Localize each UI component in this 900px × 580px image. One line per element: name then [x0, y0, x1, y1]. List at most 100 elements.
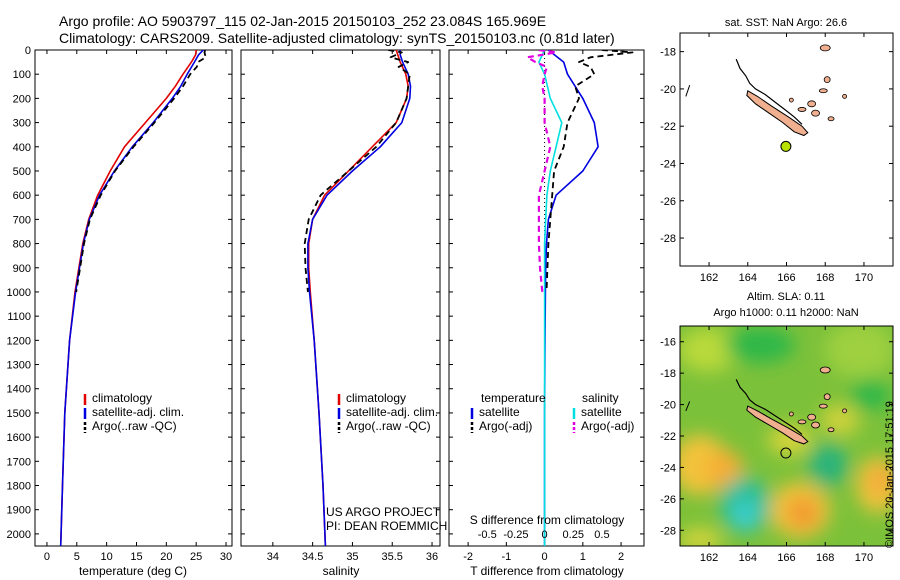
difference-series-lines — [526, 50, 634, 546]
land-new-caledonia — [746, 90, 809, 137]
series-line-climatology — [307, 50, 410, 546]
land-island — [818, 403, 828, 409]
legend-title-temperature: temperature — [481, 391, 546, 405]
x-tick-label: 30 — [220, 551, 232, 563]
depth-tick-label: 800 — [13, 239, 31, 251]
reef-outline — [735, 58, 803, 125]
map-lon-label: 166 — [777, 272, 795, 284]
salinity-panel: 34 34.5 35 35.5 36 salinity climatologysatel… — [240, 49, 447, 578]
map-lat-label: -20 — [660, 400, 676, 412]
land-island — [807, 100, 817, 108]
legend-label: satellite — [479, 405, 520, 419]
map-lat-label: -24 — [660, 462, 676, 474]
land-island — [827, 116, 835, 122]
salinity-x-ticks: 34 34.5 35 35.5 36 — [267, 50, 438, 563]
depth-tick-label: 1000 — [7, 287, 31, 299]
figure-title-line1: Argo profile: AO 5903797_115 02-Jan-2015… — [59, 13, 546, 29]
x-tick-label: 35.5 — [382, 551, 403, 563]
depth-tick-label: 0 — [25, 45, 31, 57]
sla-map-title-line2: Argo h1000: 0.11 h2000: NaN — [713, 307, 858, 319]
map-lat-label: -22 — [660, 431, 676, 443]
x-tick-label: 0 — [542, 551, 548, 563]
x-tick-label: -1 — [501, 551, 511, 563]
map-lat-label: -16 — [660, 337, 676, 349]
sla-map-title-line1: Altim. SLA: 0.11 — [747, 291, 825, 303]
project-credit: US ARGO PROJECT — [326, 505, 441, 519]
s-tick-label: 0.25 — [563, 529, 584, 541]
x-tick-label: 1 — [580, 551, 586, 563]
series-line-argo — [545, 50, 634, 293]
map-lat-label: -26 — [660, 196, 676, 208]
salinity-plot-frame — [240, 49, 441, 547]
x-tick-label: 0 — [44, 551, 50, 563]
x-tick-label: 36 — [426, 551, 438, 563]
s-difference-axis-label: S difference from climatology — [470, 513, 625, 527]
land-island — [842, 93, 847, 99]
legend-label: Argo(..raw -QC) — [92, 419, 177, 433]
difference-panel: -2 -1 0 1 2 T difference from climatology S … — [448, 49, 645, 578]
map-lat-label: -18 — [660, 368, 676, 380]
x-tick-label: 5 — [74, 551, 80, 563]
series-line-argo — [75, 50, 207, 293]
salinity-x-axis-label: salinity — [323, 564, 360, 578]
depth-tick-label: 200 — [13, 93, 31, 105]
difference-x-ticks: -2 -1 0 1 2 — [463, 50, 624, 563]
salinity-y-ticks — [241, 49, 440, 535]
depth-tick-label: 1200 — [7, 335, 31, 347]
depth-tick-label: 1500 — [7, 408, 31, 420]
map-lon-label: 170 — [855, 272, 873, 284]
legend-label: Argo(-adj) — [581, 419, 634, 433]
legend-label: Argo(-adj) — [479, 419, 532, 433]
x-tick-label: 10 — [101, 551, 113, 563]
depth-tick-label: 100 — [13, 69, 31, 81]
depth-tick-label: 700 — [13, 214, 31, 226]
pi-credit: PI: DEAN ROEMMICH — [326, 519, 447, 533]
map-lon-label: 162 — [700, 272, 718, 284]
depth-tick-label: 1100 — [7, 311, 31, 323]
legend-label: satellite-adj. clim. — [92, 405, 184, 419]
temperature-series-lines — [59, 50, 207, 546]
x-tick-label: 15 — [130, 551, 142, 563]
x-tick-label: 25 — [190, 551, 202, 563]
imos-timestamp: ©IMOS 20-Jan-2015 17:51:19 — [884, 401, 896, 548]
x-tick-label: 35 — [346, 551, 358, 563]
reef-outline — [735, 379, 803, 435]
depth-tick-label: 1800 — [7, 481, 31, 493]
land-island — [819, 44, 831, 52]
land-island — [797, 107, 807, 112]
land-island — [819, 366, 831, 374]
s-tick-label: -0.5 — [478, 529, 497, 541]
x-tick-label: 34.5 — [302, 551, 323, 563]
difference-legend: temperature salinitysatelliteArgo(-adj)sa… — [470, 391, 634, 433]
map-lon-label: 168 — [816, 272, 834, 284]
s-tick-label: 0.5 — [594, 529, 609, 541]
map-lat-label: -20 — [660, 84, 676, 96]
depth-tick-label: 400 — [13, 142, 31, 154]
s-tick-label: -0.25 — [503, 529, 528, 541]
sst-map-title: sat. SST: NaN Argo: 26.6 — [725, 17, 847, 29]
depth-tick-label: 1900 — [7, 505, 31, 517]
map-lon-label: 168 — [816, 552, 834, 564]
depth-tick-label: 300 — [13, 118, 31, 130]
map-lon-label: 166 — [777, 552, 795, 564]
legend-label: Argo(..raw -QC) — [346, 419, 431, 433]
legend-label: climatology — [92, 391, 152, 405]
temperature-plot-frame — [34, 49, 233, 547]
legend-label: climatology — [346, 391, 406, 405]
land-island — [788, 97, 794, 103]
legend-title-salinity: salinity — [582, 391, 619, 405]
figure-title-line2: Climatology: CARS2009. Satellite-adjuste… — [59, 30, 615, 46]
depth-tick-label: 1700 — [7, 456, 31, 468]
sla-heatmap — [680, 326, 893, 546]
land-island — [811, 109, 820, 117]
land-island — [842, 408, 847, 414]
depth-tick-label: 1400 — [7, 384, 31, 396]
land-island — [818, 88, 828, 94]
s-tick-label: 0 — [542, 529, 548, 541]
legend-label: satellite-adj. clim. — [346, 405, 438, 419]
depth-tick-label: 600 — [13, 190, 31, 202]
x-tick-label: 20 — [160, 551, 172, 563]
coastline-fragment — [685, 401, 691, 412]
series-line-salinity_sat — [538, 50, 563, 546]
